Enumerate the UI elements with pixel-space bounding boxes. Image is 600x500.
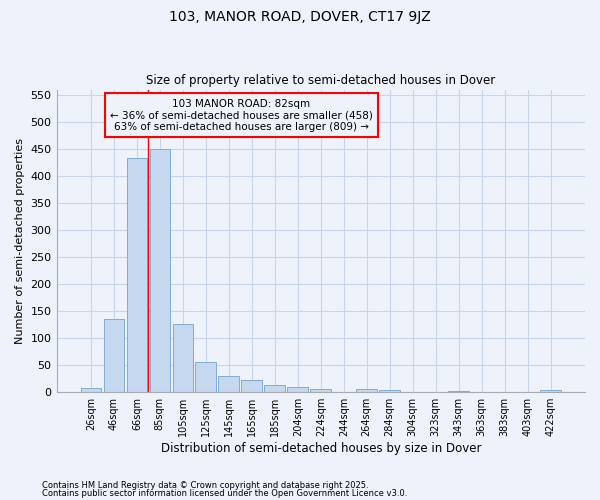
Bar xyxy=(173,324,193,392)
Y-axis label: Number of semi-detached properties: Number of semi-detached properties xyxy=(15,138,25,344)
Bar xyxy=(448,390,469,392)
Bar xyxy=(218,376,239,392)
Title: Size of property relative to semi-detached houses in Dover: Size of property relative to semi-detach… xyxy=(146,74,496,87)
Bar xyxy=(287,388,308,392)
Text: 103, MANOR ROAD, DOVER, CT17 9JZ: 103, MANOR ROAD, DOVER, CT17 9JZ xyxy=(169,10,431,24)
Bar xyxy=(80,388,101,392)
Text: Contains public sector information licensed under the Open Government Licence v3: Contains public sector information licen… xyxy=(42,489,407,498)
Bar xyxy=(356,389,377,392)
X-axis label: Distribution of semi-detached houses by size in Dover: Distribution of semi-detached houses by … xyxy=(161,442,481,455)
Bar xyxy=(104,318,124,392)
Bar xyxy=(265,385,285,392)
Bar xyxy=(310,389,331,392)
Text: 103 MANOR ROAD: 82sqm
← 36% of semi-detached houses are smaller (458)
63% of sem: 103 MANOR ROAD: 82sqm ← 36% of semi-deta… xyxy=(110,98,373,132)
Bar xyxy=(149,149,170,392)
Bar xyxy=(540,390,561,392)
Bar xyxy=(241,380,262,392)
Bar xyxy=(379,390,400,392)
Text: Contains HM Land Registry data © Crown copyright and database right 2025.: Contains HM Land Registry data © Crown c… xyxy=(42,480,368,490)
Bar xyxy=(196,362,216,392)
Bar xyxy=(127,158,147,392)
